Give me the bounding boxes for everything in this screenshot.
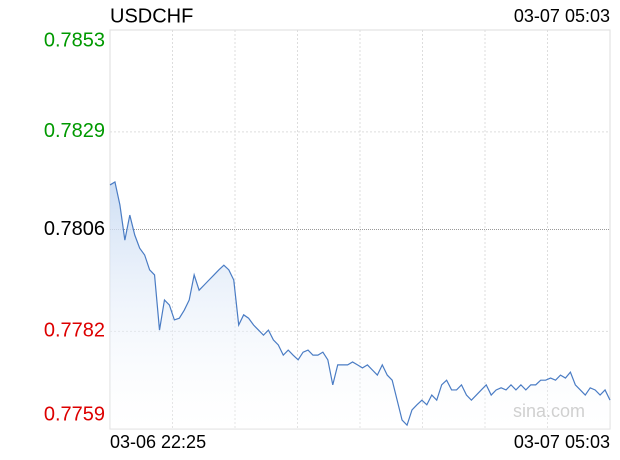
price-line — [109, 181, 611, 427]
y-tick-label: 0.7829 — [44, 120, 105, 142]
area — [110, 181, 610, 429]
chart-title: USDCHF — [110, 5, 193, 27]
x-tick-label: 03-07 05:03 — [514, 432, 610, 452]
y-tick-label: 0.7782 — [44, 320, 105, 342]
x-tick-label: 03-06 22:25 — [110, 432, 206, 452]
timestamp: 03-07 05:03 — [514, 6, 610, 26]
y-tick-label: 0.7759 — [44, 403, 105, 425]
y-tick-label: 0.7806 — [44, 218, 105, 240]
watermark: sina.com — [513, 401, 585, 421]
y-tick-label: 0.7853 — [44, 29, 105, 51]
